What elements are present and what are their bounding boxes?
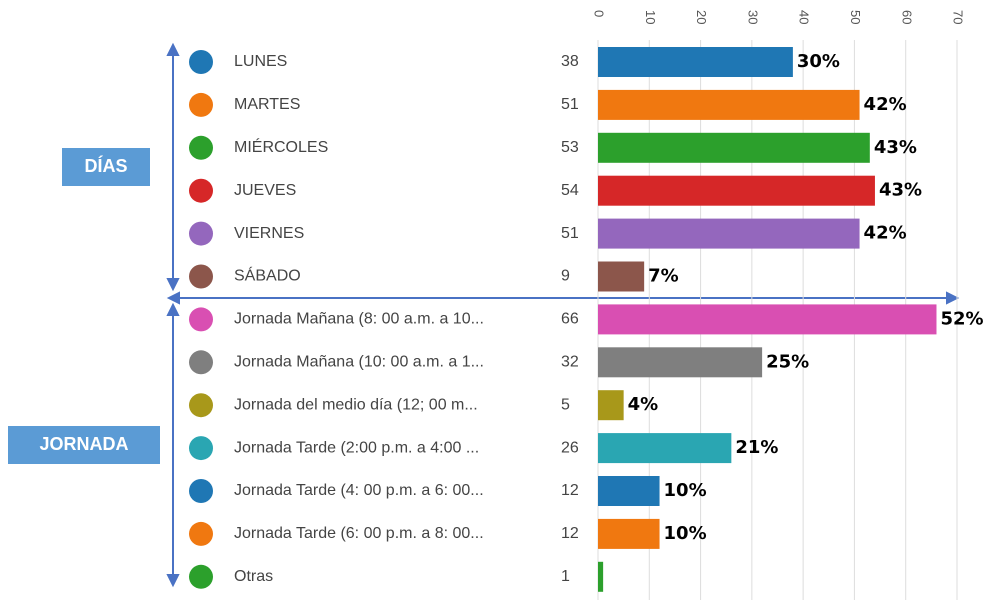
group-label: DÍAS (84, 155, 127, 176)
category-label: Jornada Tarde (6: 00 p.m. a 8: 00... (234, 525, 484, 542)
legend-dot (189, 350, 213, 375)
category-label: Jornada Tarde (2:00 p.m. a 4:00 ... (234, 439, 479, 456)
count-label: 51 (561, 225, 579, 242)
share-label: 10% (664, 523, 707, 544)
bar (598, 47, 793, 77)
bar (598, 518, 660, 549)
bar (598, 175, 875, 206)
category-label: VIERNES (234, 225, 304, 242)
share-label: 25% (766, 351, 809, 372)
category-label: Jornada Tarde (4: 00 p.m. a 6: 00... (234, 482, 484, 499)
legend-dot (189, 307, 213, 332)
bar (598, 304, 937, 335)
share-label: 4% (628, 394, 659, 415)
share-label: 7% (648, 266, 679, 287)
legend-dot (189, 92, 213, 117)
legend-dot (189, 221, 213, 246)
legend-dot (189, 436, 213, 461)
count-label: 26 (561, 439, 579, 456)
count-label: 12 (561, 482, 579, 499)
category-label: MIÉRCOLES (234, 137, 328, 156)
x-tick-label: 60 (899, 10, 914, 24)
bar (598, 433, 732, 464)
x-tick-label: 50 (848, 10, 863, 24)
legend-dot (189, 50, 213, 74)
category-label: Jornada Mañana (8: 00 a.m. a 10... (234, 311, 484, 328)
count-label: 32 (561, 354, 579, 371)
count-label: 9 (561, 268, 570, 285)
count-label: 1 (561, 568, 570, 585)
x-tick-label: 30 (745, 10, 760, 24)
bar (598, 132, 870, 163)
x-tick-label: 20 (694, 10, 709, 24)
bar (598, 561, 604, 592)
legend-dot (189, 521, 213, 546)
bar (598, 347, 763, 378)
group-label: JORNADA (39, 434, 128, 454)
count-label: 51 (561, 96, 579, 113)
share-label: 52% (940, 308, 983, 329)
legend-dot (189, 178, 213, 203)
count-label: 54 (561, 182, 579, 199)
bar (598, 476, 660, 506)
group-box (62, 148, 150, 186)
share-label: 30% (797, 51, 840, 72)
bar (598, 218, 860, 249)
legend-dot (189, 264, 213, 289)
share-label: 10% (664, 480, 707, 501)
x-tick-label: 0 (592, 10, 607, 17)
legend-dot (189, 393, 213, 418)
x-tick-label: 10 (643, 10, 658, 24)
share-label: 43% (879, 180, 922, 201)
share-label: 21% (735, 437, 778, 458)
count-label: 5 (561, 396, 570, 413)
category-label: MARTES (234, 96, 300, 113)
category-label: Otras (234, 568, 273, 585)
category-label: JUEVES (234, 182, 296, 199)
bar (598, 89, 860, 120)
count-label: 12 (561, 525, 579, 542)
category-label: SÁBADO (234, 266, 301, 285)
category-label: Jornada Mañana (10: 00 a.m. a 1... (234, 354, 484, 371)
category-label: LUNES (234, 53, 287, 70)
share-label: 42% (864, 223, 907, 244)
x-tick-label: 40 (797, 10, 812, 24)
category-label: Jornada del medio día (12; 00 m... (234, 396, 478, 413)
x-tick-label: 70 (951, 10, 966, 24)
bar (598, 261, 645, 292)
count-label: 66 (561, 311, 579, 328)
count-label: 38 (561, 53, 579, 70)
share-label: 42% (864, 94, 907, 115)
bar (598, 390, 624, 421)
legend-dot (189, 479, 213, 503)
legend-dot (189, 135, 213, 160)
legend-dot (189, 564, 213, 589)
group-arrows (166, 42, 960, 588)
share-label: 43% (874, 137, 917, 158)
group-box (8, 426, 160, 464)
count-label: 53 (561, 139, 579, 156)
